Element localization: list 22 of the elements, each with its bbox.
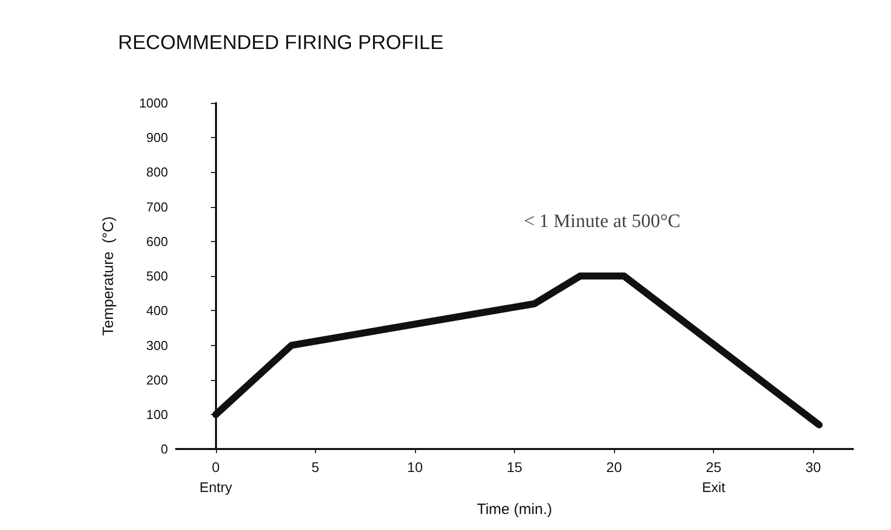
y-tick-label: 300 xyxy=(146,338,168,353)
y-tick-label: 500 xyxy=(146,268,168,284)
y-tick-label: 1000 xyxy=(139,96,168,110)
x-axis-title: Time (min.) xyxy=(476,501,552,518)
y-axis-title: Temperature (°C) xyxy=(100,216,117,336)
x-tick-label: 25 Exit xyxy=(702,459,726,496)
y-tick-label: 100 xyxy=(146,406,168,422)
y-tick-label: 200 xyxy=(146,372,168,388)
x-tick-label: 10 xyxy=(407,459,423,476)
x-tick-label: 5 xyxy=(311,459,320,476)
x-tick-label: 15 xyxy=(506,459,522,476)
y-tick-label: 600 xyxy=(146,234,168,249)
x-tick-label: 20 xyxy=(606,459,622,476)
y-tick-label: 900 xyxy=(146,130,168,146)
y-tick-label: 800 xyxy=(146,164,168,180)
x-tick-label: 30 xyxy=(805,459,822,476)
chart-title: RECOMMENDED FIRING PROFILE xyxy=(118,32,444,54)
y-tick-label: 700 xyxy=(146,199,168,214)
x-tick-label: 0 Entry xyxy=(199,459,232,496)
annotation: < 1 Minute at 500°C xyxy=(524,211,680,232)
y-tick-label: 400 xyxy=(146,303,168,318)
y-tick-label: 0 xyxy=(160,442,168,457)
